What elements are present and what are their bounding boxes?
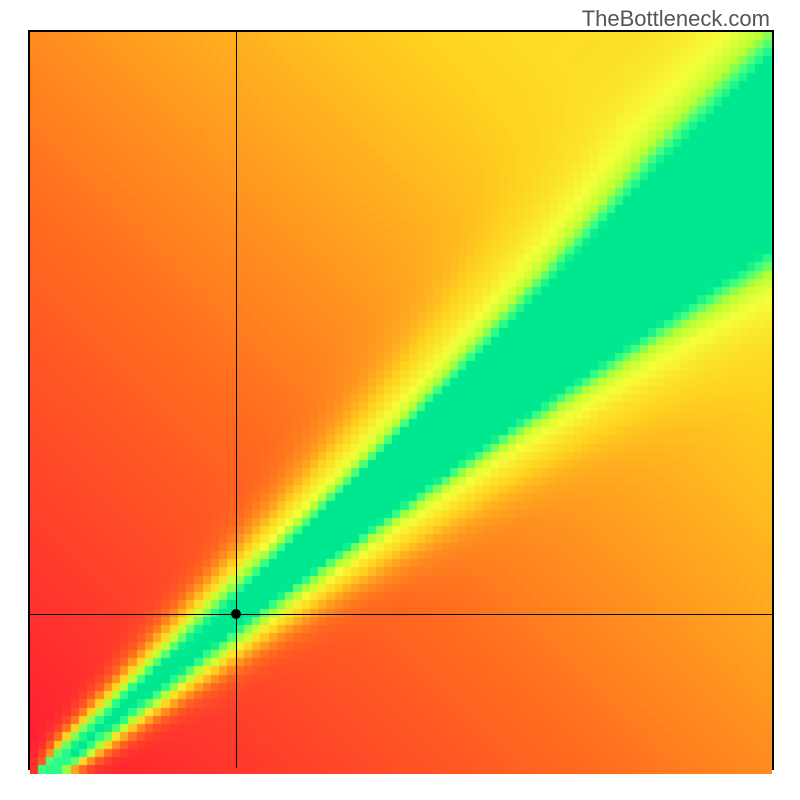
watermark-text: TheBottleneck.com: [582, 6, 770, 32]
heatmap-canvas: [30, 32, 772, 774]
heatmap-plot: [28, 30, 774, 770]
